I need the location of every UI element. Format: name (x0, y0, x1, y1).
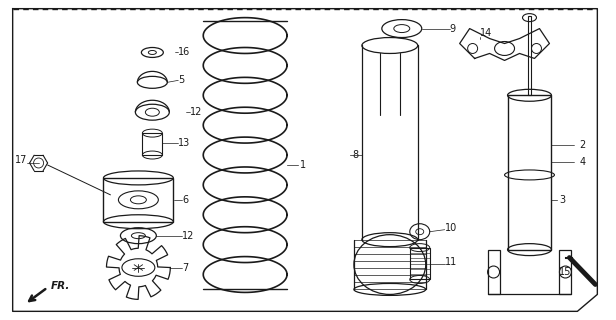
Text: 9: 9 (450, 24, 456, 34)
Text: 14: 14 (480, 28, 492, 37)
Bar (410, 248, 430, 279)
Bar (559, 250, 572, 294)
Text: 7: 7 (182, 262, 188, 273)
Text: 10: 10 (445, 223, 457, 233)
Text: 4: 4 (580, 157, 586, 167)
Text: 6: 6 (182, 195, 188, 205)
Text: 15: 15 (559, 267, 572, 276)
Bar (142, 133, 163, 155)
Text: 8: 8 (352, 150, 358, 160)
Text: 11: 11 (445, 257, 457, 267)
Bar (527, 16, 532, 95)
Text: 12: 12 (182, 231, 195, 241)
Bar (488, 250, 500, 294)
Text: 17: 17 (15, 155, 27, 165)
Text: FR.: FR. (51, 282, 70, 292)
Text: 16: 16 (178, 47, 190, 58)
Bar (103, 178, 173, 222)
Text: 5: 5 (178, 75, 185, 85)
Text: 12: 12 (190, 107, 203, 117)
Text: 13: 13 (178, 138, 190, 148)
Text: 1: 1 (300, 160, 306, 170)
Text: 2: 2 (580, 140, 586, 150)
Bar (508, 95, 551, 250)
Text: 3: 3 (559, 195, 565, 205)
